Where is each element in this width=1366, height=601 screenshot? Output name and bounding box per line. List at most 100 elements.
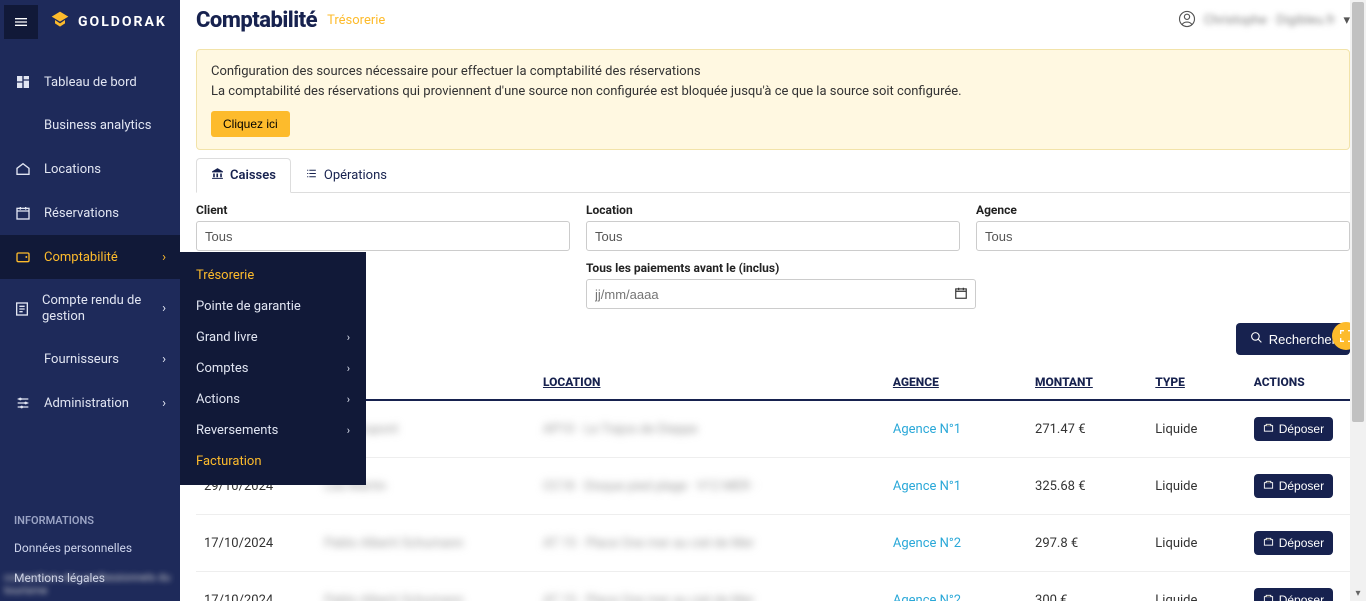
filter-agence-label: Agence xyxy=(976,203,1350,217)
sidebar-item-fournisseurs[interactable]: Fournisseurs › xyxy=(0,338,180,381)
user-name-blurred: Christophe · Digibleu.fr xyxy=(1204,13,1336,28)
filter-location-input[interactable] xyxy=(586,221,960,251)
cell-location: AT 15 · Place One mer au ciel de Mer xyxy=(535,572,885,601)
cell-location: CC18 · Disque pied plage · V12 MER · xyxy=(535,458,885,515)
filter-before-input[interactable] xyxy=(586,279,976,309)
tab-operations[interactable]: Opérations xyxy=(291,158,401,192)
sidebar-item-comptabilite[interactable]: Comptabilité › xyxy=(0,235,180,279)
tab-caisses[interactable]: Caisses xyxy=(196,158,291,193)
cell-agence[interactable]: Agence N°1 xyxy=(885,458,1027,515)
cell-client: Pablo Alberti Schumann xyxy=(316,515,535,572)
deposit-button[interactable]: Déposer xyxy=(1254,474,1333,498)
cell-actions: Déposer xyxy=(1246,458,1350,515)
sidebar-item-compte-rendu[interactable]: Compte rendu de gestion › xyxy=(0,279,180,338)
th-type[interactable]: TYPE xyxy=(1147,365,1245,400)
sidebar-item-reservations[interactable]: Réservations xyxy=(0,191,180,235)
chevron-right-icon: › xyxy=(347,424,350,437)
table-row: 17/10/2024Pablo Alberti SchumannAT 15 · … xyxy=(196,515,1350,572)
cell-date: 17/10/2024 xyxy=(196,515,316,572)
alert-line1: Configuration des sources nécessaire pou… xyxy=(211,62,1335,82)
submenu-label: Trésorerie xyxy=(196,268,254,283)
cell-location: AT 15 · Place One mer au ciel de Mer xyxy=(535,515,885,572)
submenu-label: Comptes xyxy=(196,361,248,376)
sidebar-item-label: Tableau de bord xyxy=(44,75,137,90)
cell-type: Liquide xyxy=(1147,400,1245,458)
sidebar-item-dashboard[interactable]: Tableau de bord xyxy=(0,60,180,104)
hamburger-button[interactable] xyxy=(4,5,38,39)
nav: Tableau de bord Business analytics Locat… xyxy=(0,60,180,425)
deposit-button[interactable]: Déposer xyxy=(1254,417,1333,441)
filter-location-label: Location xyxy=(586,203,960,217)
sidebar-item-label: Administration xyxy=(44,396,129,411)
page-subtitle: Trésorerie xyxy=(327,13,385,28)
sliders-icon xyxy=(14,395,32,411)
search-button-label: Rechercher xyxy=(1269,332,1336,347)
titlebar: Comptabilité Trésorerie Christophe · Dig… xyxy=(180,0,1366,41)
sidebar-item-locations[interactable]: Locations xyxy=(0,147,180,191)
deposit-label: Déposer xyxy=(1279,422,1324,436)
scrollbar-down-icon[interactable]: ▾ xyxy=(1350,585,1366,601)
list-icon xyxy=(305,167,318,184)
wallet-icon xyxy=(14,249,32,265)
th-montant[interactable]: MONTANT xyxy=(1027,365,1147,400)
cell-agence[interactable]: Agence N°1 xyxy=(885,400,1027,458)
table-row: 29/10/2024Léa MartinCC18 · Disque pied p… xyxy=(196,458,1350,515)
sidebar-item-label: Business analytics xyxy=(44,118,151,133)
deposit-button[interactable]: Déposer xyxy=(1254,588,1333,601)
deposit-label: Déposer xyxy=(1279,536,1324,550)
filter-client-label: Client xyxy=(196,203,570,217)
cell-montant: 271.47 € xyxy=(1027,400,1147,458)
cell-location: AP10 · Le Trajos de Dieppe xyxy=(535,400,885,458)
sidebar-item-label: Comptabilité xyxy=(44,250,118,265)
submenu-comptes[interactable]: Comptes › xyxy=(180,353,366,384)
sidebar-top: GOLDORAK xyxy=(0,0,180,44)
sidebar-item-administration[interactable]: Administration › xyxy=(0,381,180,425)
filter-agence-input[interactable] xyxy=(976,221,1350,251)
alert-button[interactable]: Cliquez ici xyxy=(211,111,290,137)
cell-montant: 300 € xyxy=(1027,572,1147,601)
cell-agence[interactable]: Agence N°2 xyxy=(885,572,1027,601)
scrollbar[interactable]: ▾ xyxy=(1350,0,1366,601)
user-menu[interactable]: Christophe · Digibleu.fr ▾ xyxy=(1178,10,1350,32)
filter-client-input[interactable] xyxy=(196,221,570,251)
filter-before-label: Tous les paiements avant le (inclus) xyxy=(586,261,976,275)
scrollbar-thumb[interactable] xyxy=(1352,2,1364,422)
register-icon xyxy=(1263,593,1274,601)
hamburger-icon xyxy=(13,14,29,30)
th-actions: ACTIONS xyxy=(1246,365,1350,400)
register-icon xyxy=(1263,536,1274,550)
deposit-button[interactable]: Déposer xyxy=(1254,531,1333,555)
report-icon xyxy=(14,301,30,317)
submenu-facturation[interactable]: Facturation xyxy=(180,446,366,477)
brand[interactable]: GOLDORAK xyxy=(50,10,167,34)
sidebar-item-analytics[interactable]: Business analytics xyxy=(0,104,180,147)
config-alert: Configuration des sources nécessaire pou… xyxy=(196,49,1350,150)
register-icon xyxy=(1263,479,1274,493)
submenu-tresorerie[interactable]: Trésorerie xyxy=(180,260,366,291)
dashboard-icon xyxy=(14,74,32,90)
brand-icon xyxy=(50,10,70,34)
submenu-pointe-garantie[interactable]: Pointe de garantie xyxy=(180,291,366,322)
cell-actions: Déposer xyxy=(1246,515,1350,572)
chevron-right-icon: › xyxy=(347,331,350,344)
th-agence[interactable]: AGENCE xyxy=(885,365,1027,400)
info-link-donnees[interactable]: Données personnelles xyxy=(0,533,180,563)
th-location[interactable]: LOCATION xyxy=(535,365,885,400)
chevron-right-icon: › xyxy=(347,362,350,375)
cell-type: Liquide xyxy=(1147,572,1245,601)
deposit-label: Déposer xyxy=(1279,593,1324,601)
submenu-actions[interactable]: Actions› xyxy=(180,384,366,415)
cell-agence[interactable]: Agence N°2 xyxy=(885,515,1027,572)
chevron-right-icon: › xyxy=(162,352,166,367)
submenu-label: Actions xyxy=(196,392,240,407)
filter-location: Location xyxy=(586,203,960,251)
submenu-reversements[interactable]: Reversements› xyxy=(180,415,366,446)
cell-montant: 297.8 € xyxy=(1027,515,1147,572)
table-row: 29/10/2024John DupontAP10 · Le Trajos de… xyxy=(196,400,1350,458)
register-icon xyxy=(1263,422,1274,436)
submenu-grand-livre[interactable]: Grand livre› xyxy=(180,322,366,353)
sidebar-item-label: Compte rendu de gestion xyxy=(42,293,150,324)
info-header: INFORMATIONS xyxy=(0,502,180,533)
cell-client: Pablo Alberti Schumann xyxy=(316,572,535,601)
payments-table: LOCATION AGENCE MONTANT TYPE ACTIONS 29/… xyxy=(196,365,1350,601)
